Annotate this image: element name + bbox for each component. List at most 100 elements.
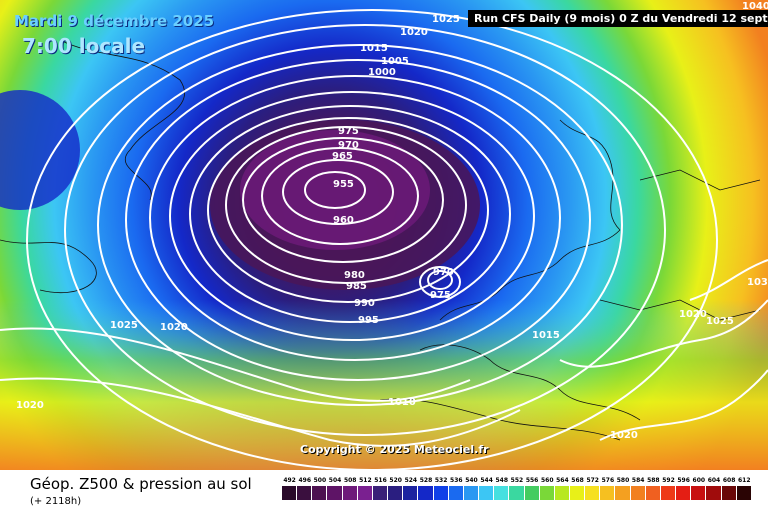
scale-value: 580 [616,477,630,484]
scale-value: 536 [450,477,463,484]
legend-subtitle: (+ 2118h) [30,496,82,507]
isobar-label: 1020 [610,430,638,441]
isobar-label: 1025 [110,320,138,331]
scale-value: 496 [298,477,311,484]
scale-swatch [388,486,404,500]
scale-value: 592 [662,477,675,484]
scale-swatch [721,486,737,500]
weather-map: 1040 1025 1020 1015 1005 1000 975 970 96… [0,0,768,470]
scale-swatch [342,486,358,500]
scale-value: 572 [586,477,599,484]
isobar-label: 1040 [742,1,768,12]
scale-swatch [463,486,480,500]
scale-value: 584 [631,477,645,484]
forecast-date: Mardi 9 décembre 2025 [14,12,215,30]
scale-swatch [660,486,677,500]
run-info: Run CFS Daily (9 mois) 0 Z du Vendredi 1… [468,10,768,27]
scale-value: 568 [571,477,584,484]
coastlines [0,39,761,441]
scale-swatch [585,486,601,500]
color-scale-labels: 492 496 500 504 508 512 516 520 524 528 532 536 540 5… [282,476,752,486]
scale-value: 596 [677,477,690,484]
copyright: Copyright © 2025 Meteociel.fr [300,443,489,456]
isobar-label: 985 [346,281,367,292]
scale-value: 512 [359,477,372,484]
scale-swatch [403,486,419,500]
scale-swatch [600,486,616,500]
scale-swatch [312,486,328,500]
isobar-label: 1020 [160,322,188,333]
scale-swatch [509,486,525,500]
scale-value: 492 [283,477,296,484]
isobar-label: 990 [354,298,375,309]
scale-value: 516 [374,477,387,484]
secondary-low [0,90,80,210]
isobar-label: 965 [332,151,353,162]
isobar-label: 960 [333,215,354,226]
isobar-label: 1025 [432,14,460,25]
scale-swatch [372,486,389,500]
scale-swatch [327,486,343,500]
isobar-label: 1015 [532,330,560,341]
isobar-label: 970 [433,267,454,278]
scale-value: 548 [495,477,509,484]
scale-value: 612 [738,477,751,484]
isobars [0,9,768,470]
scale-swatch [676,486,692,500]
isobar-label: 1020 [400,27,428,38]
scale-swatch [448,486,464,500]
scale-swatch [479,486,495,500]
scale-value: 532 [434,477,448,484]
isobar-label: 1020 [679,309,707,320]
scale-value: 540 [465,477,478,484]
scale-value: 500 [313,477,327,484]
scale-swatch [615,486,631,500]
legend-footer: Géop. Z500 & pression au sol (+ 2118h) 4… [0,470,768,512]
scale-swatch [282,486,298,500]
isobar-label: 955 [333,179,354,190]
isobar-label: 1030 [747,277,768,288]
scale-swatch [569,486,586,500]
scale-value: 560 [540,477,554,484]
scale-value: 524 [404,477,418,484]
isobar-label: 1010 [388,397,416,408]
scale-value: 576 [601,477,615,484]
isobar-label: 975 [430,290,451,301]
scale-value: 556 [525,477,539,484]
scale-value: 520 [389,477,402,484]
scale-swatch [524,486,540,500]
isobar-labels: 1040 1025 1020 1015 1005 1000 975 970 96… [16,1,768,441]
isobar-label: 1025 [706,316,734,327]
scale-value: 552 [510,477,524,484]
scale-swatch [539,486,555,500]
scale-swatch [630,486,646,500]
legend-title: Géop. Z500 & pression au sol [30,475,252,493]
forecast-time: 7:00 locale [22,34,146,58]
color-scale: 492 496 500 504 508 512 516 520 524 528 532 536 540 5… [282,476,752,510]
scale-value: 604 [707,477,721,484]
scale-swatch [494,486,510,500]
map-canvas: 1040 1025 1020 1015 1005 1000 975 970 96… [0,0,768,470]
scale-swatch [554,486,570,500]
scale-value: 504 [328,477,342,484]
scale-swatch [706,486,722,500]
isobar-label: 980 [344,270,365,281]
isobar-label: 970 [338,140,359,151]
scale-value: 544 [480,477,493,484]
scale-swatch [691,486,707,500]
scale-swatch [433,486,449,500]
isobar-label: 975 [338,126,359,137]
scale-value: 528 [419,477,433,484]
scale-swatch [297,486,313,500]
isobar-label: 1020 [16,400,44,411]
isobar-label: 1015 [360,43,388,54]
scale-swatch [736,486,752,500]
color-scale-swatches [282,486,752,500]
scale-value: 508 [343,477,357,484]
isobar-label: 995 [358,315,379,326]
isobar-label: 1000 [368,67,396,78]
scale-swatch [357,486,373,500]
scale-value: 564 [556,477,569,484]
scale-value: 608 [722,477,736,484]
scale-value: 588 [647,477,660,484]
